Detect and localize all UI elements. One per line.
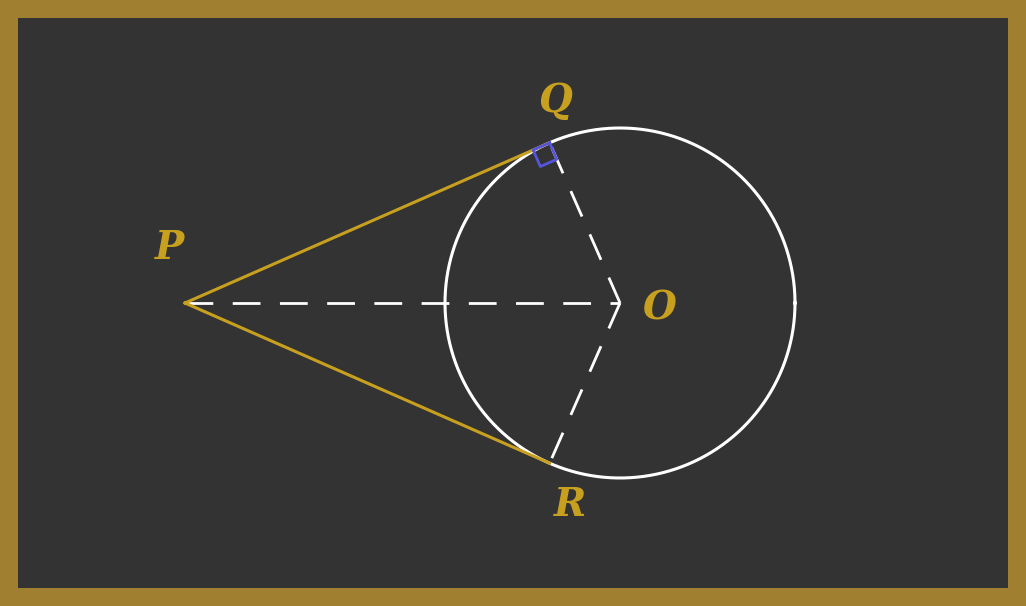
Text: O: O bbox=[643, 289, 677, 327]
Text: P: P bbox=[155, 229, 185, 267]
Text: Q: Q bbox=[538, 82, 571, 120]
Text: R: R bbox=[553, 486, 586, 524]
